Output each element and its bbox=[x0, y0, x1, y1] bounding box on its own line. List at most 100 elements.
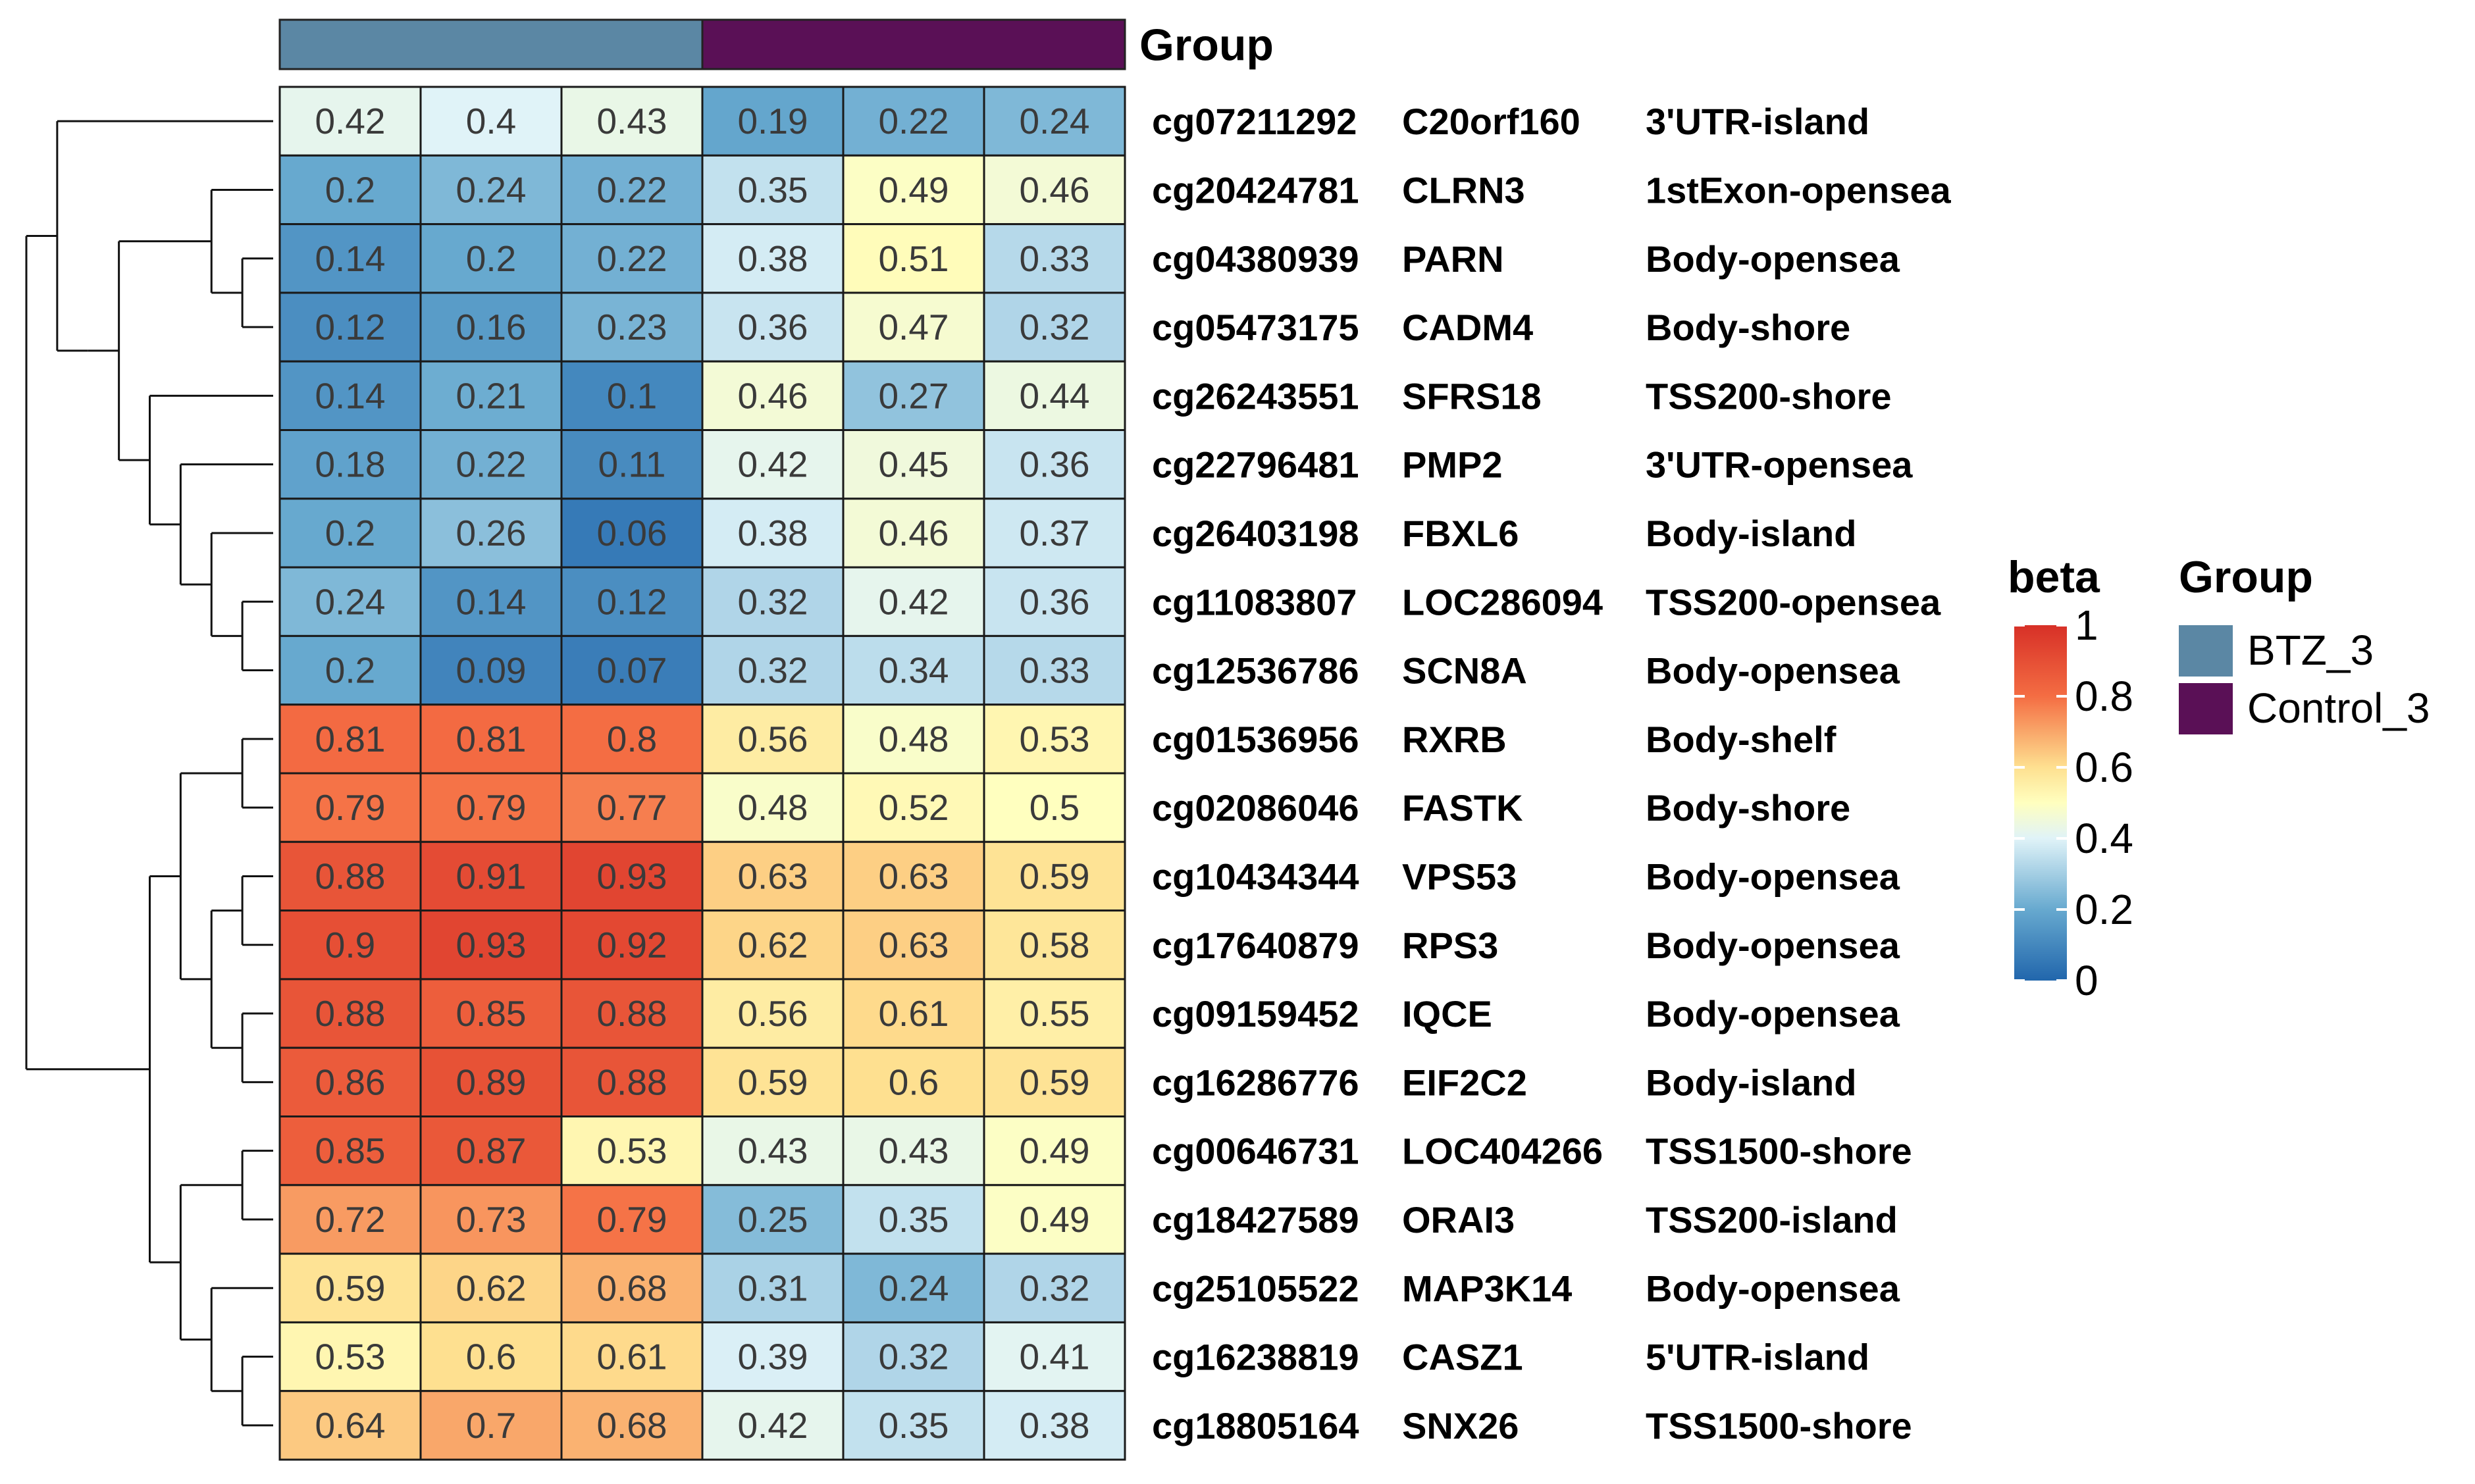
cell-value-label: 0.33 bbox=[1019, 650, 1089, 691]
row-probe-label: cg18427589 bbox=[1152, 1199, 1359, 1241]
row-gene-label: VPS53 bbox=[1402, 856, 1517, 897]
group-legend-title: Group bbox=[2179, 552, 2313, 602]
cell-value-label: 0.48 bbox=[737, 787, 808, 828]
cell-value-label: 0.88 bbox=[596, 1062, 667, 1102]
cell-value-label: 0.72 bbox=[315, 1199, 385, 1240]
cell-value-label: 0.7 bbox=[466, 1405, 516, 1446]
cell-value-label: 0.4 bbox=[466, 101, 516, 141]
cell-value-label: 0.36 bbox=[1019, 444, 1089, 485]
row-gene-label: PMP2 bbox=[1402, 444, 1503, 486]
row-region-label: Body-opensea bbox=[1646, 993, 1900, 1035]
cell-value-label: 0.43 bbox=[737, 1131, 808, 1171]
row-gene-label: CASZ1 bbox=[1402, 1337, 1523, 1378]
cell-value-label: 0.32 bbox=[1019, 307, 1089, 347]
row-region-label: 1stExon-opensea bbox=[1646, 169, 1952, 211]
cell-value-label: 0.06 bbox=[596, 513, 667, 553]
group-legend-label: BTZ_3 bbox=[2247, 627, 2374, 674]
heatmap-cell bbox=[419, 360, 563, 432]
cell-value-label: 0.68 bbox=[596, 1405, 667, 1446]
cell-value-label: 0.35 bbox=[737, 169, 808, 210]
cell-value-label: 0.79 bbox=[315, 787, 385, 828]
cell-value-label: 0.35 bbox=[878, 1405, 949, 1446]
row-region-label: 5'UTR-island bbox=[1646, 1337, 1869, 1378]
row-gene-label: LOC404266 bbox=[1402, 1131, 1603, 1172]
cell-value-label: 0.33 bbox=[1019, 238, 1089, 279]
heatmap-cell bbox=[842, 1252, 985, 1323]
row-probe-label: cg04380939 bbox=[1152, 238, 1359, 280]
row-region-label: Body-opensea bbox=[1646, 650, 1900, 692]
row-gene-label: EIF2C2 bbox=[1402, 1062, 1527, 1103]
cell-value-label: 0.24 bbox=[456, 169, 526, 210]
cell-value-label: 0.89 bbox=[456, 1062, 526, 1102]
heatmap-cell bbox=[278, 566, 422, 637]
cell-value-label: 0.59 bbox=[737, 1062, 808, 1102]
cell-value-label: 0.59 bbox=[1019, 1062, 1089, 1102]
row-region-label: Body-opensea bbox=[1646, 856, 1900, 897]
cell-value-label: 0.6 bbox=[889, 1062, 939, 1102]
row-region-label: Body-island bbox=[1646, 1062, 1856, 1103]
cell-value-label: 0.6 bbox=[466, 1337, 516, 1377]
heatmap-cell bbox=[701, 1184, 845, 1255]
heatmap-cell bbox=[278, 429, 422, 500]
cell-value-label: 0.37 bbox=[1019, 513, 1089, 553]
row-probe-label: cg07211292 bbox=[1152, 101, 1357, 142]
colorbar-tick-label: 0 bbox=[2075, 957, 2098, 1004]
cell-value-label: 0.42 bbox=[737, 444, 808, 485]
row-labels: cg07211292 C20orf160 3'UTR-island cg2042478… bbox=[1152, 101, 1952, 1446]
heatmap-cell bbox=[701, 223, 845, 294]
heatmap-cell bbox=[278, 292, 422, 363]
cell-value-label: 0.2 bbox=[325, 650, 375, 691]
cell-value-label: 0.49 bbox=[878, 169, 949, 210]
cell-value-label: 0.36 bbox=[737, 307, 808, 347]
heatmap-cell bbox=[560, 1046, 704, 1117]
row-gene-label: FASTK bbox=[1402, 787, 1523, 829]
heatmap-cell bbox=[419, 772, 563, 843]
cell-value-label: 0.68 bbox=[596, 1267, 667, 1308]
row-probe-label: cg16238819 bbox=[1152, 1337, 1359, 1378]
heatmap-cell bbox=[419, 1184, 563, 1255]
cell-value-label: 0.9 bbox=[325, 925, 375, 965]
group-legend-swatch bbox=[2179, 625, 2233, 677]
row-probe-label: cg18805164 bbox=[1152, 1405, 1359, 1446]
cell-value-label: 0.79 bbox=[456, 787, 526, 828]
row-gene-label: RXRB bbox=[1402, 719, 1507, 760]
cell-value-label: 0.22 bbox=[596, 169, 667, 210]
cell-value-label: 0.32 bbox=[1019, 1267, 1089, 1308]
cell-value-label: 0.73 bbox=[456, 1199, 526, 1240]
heatmap-cell bbox=[419, 704, 563, 775]
cell-value-label: 0.1 bbox=[607, 375, 657, 416]
heatmap-cell bbox=[419, 86, 563, 157]
row-probe-label: cg00646731 bbox=[1152, 1131, 1359, 1172]
heatmap-cell bbox=[419, 1390, 563, 1461]
cell-value-label: 0.58 bbox=[1019, 925, 1089, 965]
row-gene-label: IQCE bbox=[1402, 993, 1492, 1035]
heatmap-cell bbox=[983, 360, 1126, 432]
row-region-label: Body-shelf bbox=[1646, 719, 1837, 760]
heatmap-cells: 0.42 0.4 0.43 0.19 0.22 0.24 0.2 0.24 0.22 0.35 0.… bbox=[278, 86, 1126, 1461]
cell-value-label: 0.14 bbox=[315, 375, 385, 416]
colorbar-tick-label: 0.6 bbox=[2075, 744, 2133, 791]
cell-value-label: 0.55 bbox=[1019, 993, 1089, 1034]
cell-value-label: 0.39 bbox=[737, 1337, 808, 1377]
cell-value-label: 0.34 bbox=[878, 650, 949, 691]
cell-value-label: 0.46 bbox=[878, 513, 949, 553]
cell-value-label: 0.64 bbox=[315, 1405, 385, 1446]
heatmap-cell bbox=[278, 1321, 422, 1393]
cell-value-label: 0.88 bbox=[315, 993, 385, 1034]
row-region-label: Body-opensea bbox=[1646, 925, 1900, 966]
row-probe-label: cg11083807 bbox=[1152, 581, 1357, 623]
row-gene-label: SFRS18 bbox=[1402, 375, 1542, 417]
heatmap-cell bbox=[983, 772, 1126, 843]
cell-value-label: 0.5 bbox=[1029, 787, 1080, 828]
heatmap-cell bbox=[278, 840, 422, 912]
heatmap-cell bbox=[560, 978, 704, 1049]
row-probe-label: cg09159452 bbox=[1152, 993, 1359, 1035]
cell-value-label: 0.14 bbox=[456, 581, 526, 622]
row-probe-label: cg10434344 bbox=[1152, 856, 1359, 897]
cell-value-label: 0.85 bbox=[315, 1131, 385, 1171]
row-region-label: TSS1500-shore bbox=[1646, 1405, 1912, 1446]
heatmap-cell bbox=[278, 86, 422, 157]
cell-value-label: 0.12 bbox=[596, 581, 667, 622]
heatmap-cell bbox=[842, 1184, 985, 1255]
